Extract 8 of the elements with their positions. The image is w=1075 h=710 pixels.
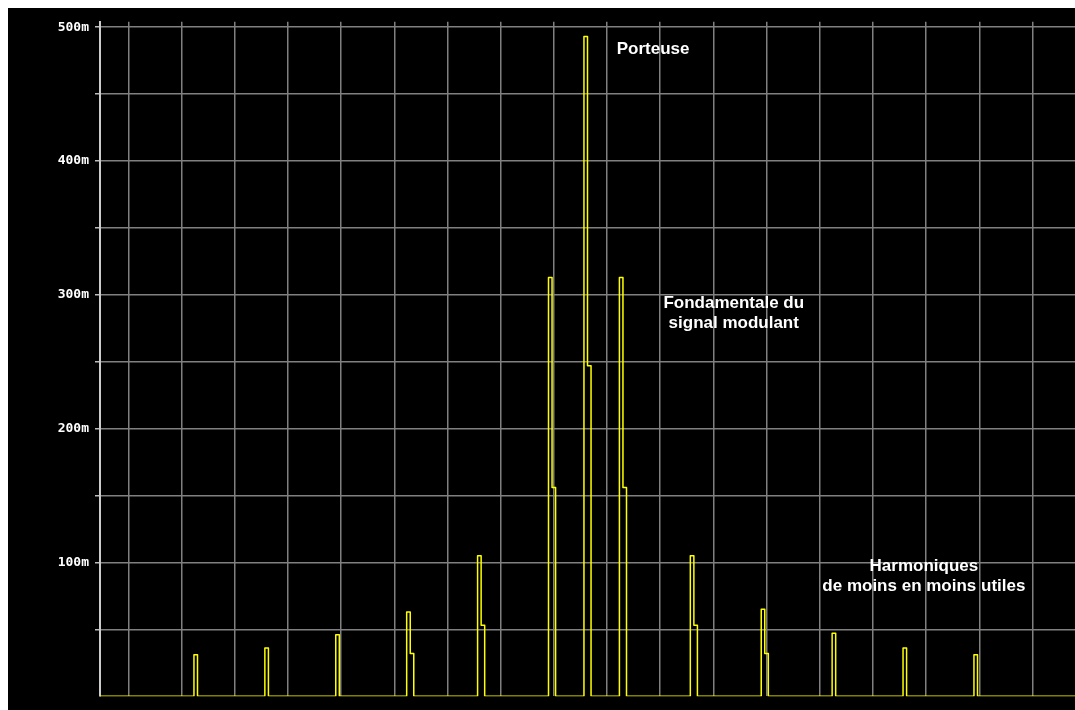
annotation: Fondamentale du signal modulant <box>663 293 805 333</box>
annotation: Harmoniques de moins en moins utiles <box>822 556 1026 596</box>
y-tick-label: 100m <box>57 553 90 569</box>
y-tick-label: 200m <box>57 419 90 435</box>
y-tick-label: 500m <box>57 18 90 34</box>
y-tick-label: 400m <box>57 152 90 168</box>
annotation: Porteuse <box>616 38 690 58</box>
y-tick-label: 300m <box>57 286 90 302</box>
